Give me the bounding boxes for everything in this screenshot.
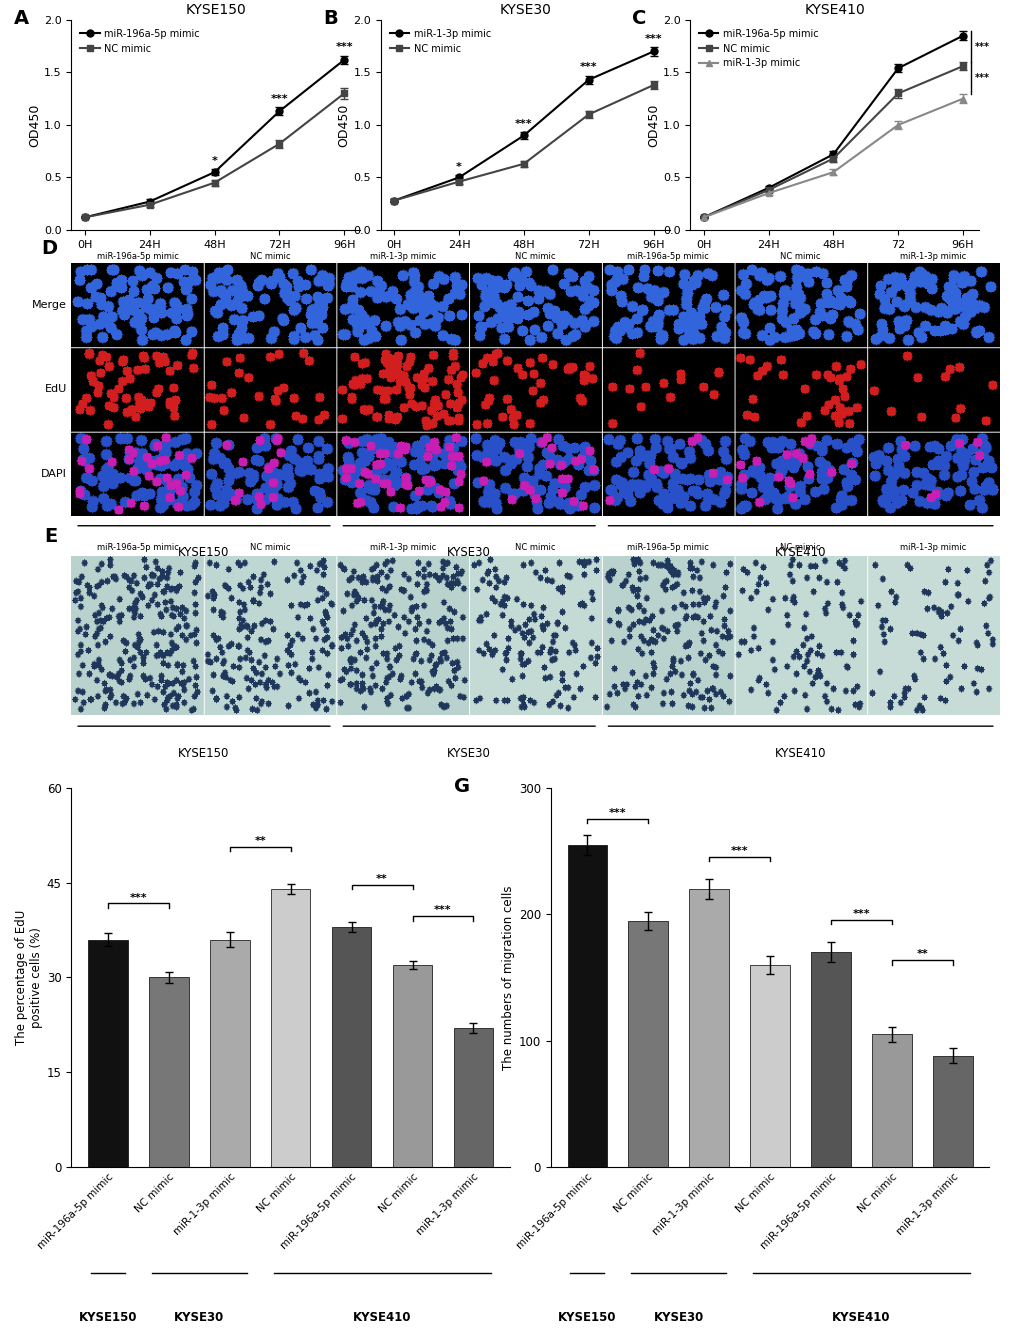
Text: KYSE30: KYSE30: [653, 1310, 703, 1324]
Text: KYSE30: KYSE30: [446, 747, 491, 760]
Text: KYSE150: KYSE150: [557, 1310, 616, 1324]
Text: **: **: [916, 949, 927, 960]
Text: ***: ***: [129, 893, 147, 902]
Text: KYSE410: KYSE410: [774, 546, 825, 560]
Bar: [932, 1055, 972, 1167]
Text: KYSE410: KYSE410: [774, 747, 825, 760]
Text: B: B: [323, 9, 337, 28]
Text: KYSE30: KYSE30: [446, 546, 491, 560]
Bar: [331, 928, 371, 1167]
Text: D: D: [42, 239, 57, 258]
Text: KYSE150: KYSE150: [178, 546, 229, 560]
Title: KYSE410: KYSE410: [804, 4, 864, 17]
Text: NC mimic: NC mimic: [515, 544, 555, 553]
Bar: [210, 940, 250, 1167]
Y-axis label: OD450: OD450: [29, 104, 41, 146]
Bar: [453, 1029, 493, 1167]
Y-axis label: The percentage of EdU
positive cells (%): The percentage of EdU positive cells (%): [14, 910, 43, 1045]
Text: miR-196a-5p mimic: miR-196a-5p mimic: [97, 251, 178, 260]
Text: KYSE150: KYSE150: [178, 747, 229, 760]
Bar: [750, 965, 789, 1167]
Text: ***: ***: [730, 845, 748, 856]
Text: ***: ***: [580, 62, 597, 72]
Text: ***: ***: [644, 35, 661, 44]
Text: ***: ***: [608, 808, 626, 817]
Text: E: E: [44, 528, 57, 546]
Y-axis label: The numbers of migration cells: The numbers of migration cells: [501, 885, 515, 1070]
Text: KYSE150: KYSE150: [78, 1310, 138, 1324]
Bar: [628, 921, 667, 1167]
Text: C: C: [632, 9, 646, 28]
Text: miR-196a-5p mimic: miR-196a-5p mimic: [627, 544, 708, 553]
Text: KYSE410: KYSE410: [832, 1310, 890, 1324]
Y-axis label: OD450: OD450: [646, 104, 659, 146]
Text: ***: ***: [974, 73, 989, 84]
Text: NC mimic: NC mimic: [515, 251, 555, 260]
Title: KYSE30: KYSE30: [499, 4, 550, 17]
Text: NC mimic: NC mimic: [250, 251, 290, 260]
Text: KYSE410: KYSE410: [353, 1310, 411, 1324]
Text: G: G: [453, 776, 470, 796]
Bar: [689, 889, 729, 1167]
Legend: miR-196a-5p mimic, NC mimic, miR-1-3p mimic: miR-196a-5p mimic, NC mimic, miR-1-3p mi…: [694, 25, 822, 72]
Text: ***: ***: [974, 41, 989, 52]
Text: **: **: [254, 836, 266, 845]
Text: Merge: Merge: [32, 300, 66, 310]
Text: ***: ***: [434, 905, 451, 916]
Bar: [271, 889, 310, 1167]
Bar: [149, 978, 189, 1167]
Text: NC mimic: NC mimic: [250, 544, 290, 553]
Text: *: *: [211, 155, 217, 166]
Text: NC mimic: NC mimic: [780, 544, 820, 553]
Text: NC mimic: NC mimic: [780, 251, 820, 260]
Text: EdU: EdU: [45, 384, 66, 395]
Text: miR-1-3p mimic: miR-1-3p mimic: [900, 251, 965, 260]
Bar: [567, 845, 606, 1167]
Text: miR-1-3p mimic: miR-1-3p mimic: [370, 251, 435, 260]
Text: DAPI: DAPI: [41, 469, 66, 478]
Text: ***: ***: [335, 43, 353, 52]
Text: A: A: [13, 9, 29, 28]
Bar: [88, 940, 127, 1167]
Legend: miR-1-3p mimic, NC mimic: miR-1-3p mimic, NC mimic: [385, 25, 494, 57]
Text: ***: ***: [270, 94, 288, 104]
Title: KYSE150: KYSE150: [185, 4, 246, 17]
Text: **: **: [376, 873, 387, 884]
Text: miR-196a-5p mimic: miR-196a-5p mimic: [627, 251, 708, 260]
Bar: [810, 953, 850, 1167]
Bar: [871, 1034, 911, 1167]
Text: miR-196a-5p mimic: miR-196a-5p mimic: [97, 544, 178, 553]
Legend: miR-196a-5p mimic, NC mimic: miR-196a-5p mimic, NC mimic: [76, 25, 204, 57]
Text: *: *: [455, 162, 462, 173]
Text: miR-1-3p mimic: miR-1-3p mimic: [370, 544, 435, 553]
Text: ***: ***: [515, 120, 532, 129]
Y-axis label: OD450: OD450: [337, 104, 351, 146]
Text: miR-1-3p mimic: miR-1-3p mimic: [900, 544, 965, 553]
Text: ***: ***: [852, 909, 869, 918]
Text: KYSE30: KYSE30: [174, 1310, 224, 1324]
Bar: [392, 965, 432, 1167]
